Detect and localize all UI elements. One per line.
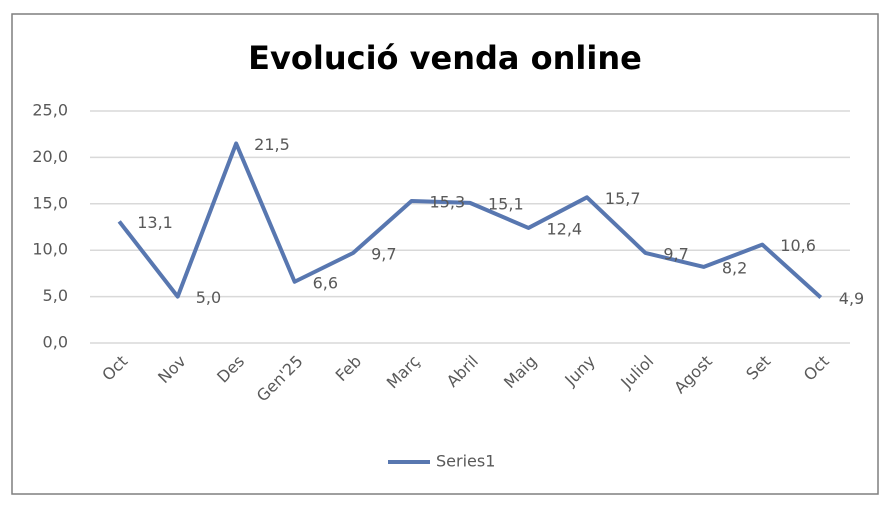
data-label: 15,7	[605, 189, 641, 208]
data-label: 21,5	[254, 135, 290, 154]
y-tick-label: 0,0	[43, 333, 68, 352]
y-tick-label: 25,0	[32, 101, 68, 120]
data-label: 15,1	[488, 194, 524, 213]
data-line	[117, 141, 823, 300]
data-label: 5,0	[196, 288, 221, 307]
chart-border	[11, 13, 879, 495]
data-label: 13,1	[137, 213, 173, 232]
data-label: 8,2	[722, 258, 747, 277]
y-tick-label: 15,0	[32, 193, 68, 212]
chart-title: Evolució venda online	[248, 39, 642, 77]
data-label: 10,6	[780, 236, 816, 255]
data-label: 6,6	[313, 273, 338, 292]
data-label: 15,3	[430, 193, 466, 212]
data-label: 9,7	[663, 244, 688, 263]
y-tick-label: 10,0	[32, 240, 68, 259]
legend-label: Series1	[436, 452, 495, 471]
y-tick-label: 5,0	[43, 286, 68, 305]
data-label: 4,9	[839, 289, 864, 308]
data-label: 12,4	[546, 219, 582, 238]
y-tick-label: 20,0	[32, 147, 68, 166]
data-label: 9,7	[371, 244, 396, 263]
